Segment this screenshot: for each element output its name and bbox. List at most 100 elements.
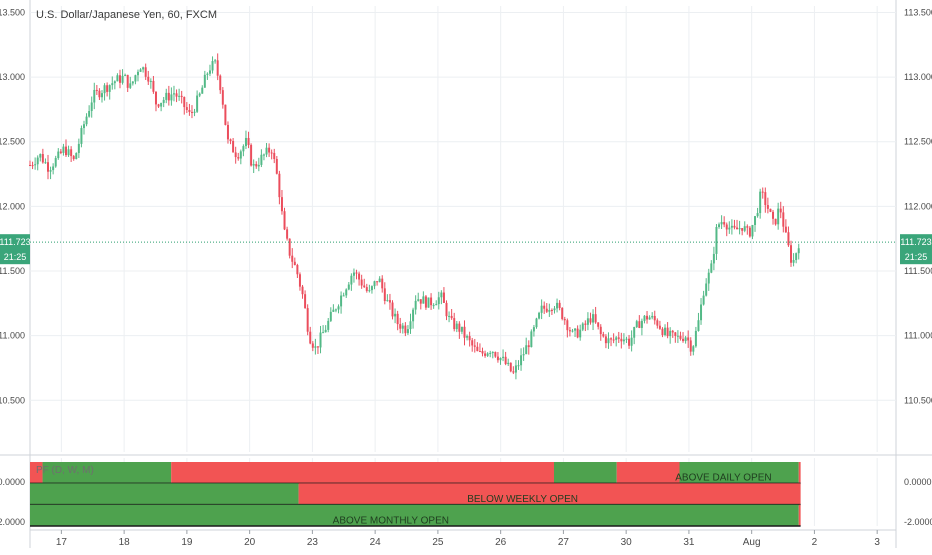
candle-body	[586, 318, 589, 325]
candle-body	[373, 281, 376, 287]
candle-body	[414, 300, 417, 310]
candle-body	[214, 60, 217, 62]
candle-body	[630, 337, 633, 346]
candle-body	[234, 152, 237, 158]
x-tick-label: 30	[621, 537, 633, 548]
candle-body	[345, 289, 348, 296]
candle-body	[419, 299, 422, 304]
candle-body	[610, 338, 613, 340]
candle-body	[550, 309, 553, 311]
candle-body	[769, 208, 772, 212]
indicator-y-tick-right: 0.0000	[904, 477, 932, 487]
candle-body	[532, 327, 535, 332]
y-tick-label-right: 113.000	[904, 72, 932, 82]
indicator-label: PF (D, W, M)	[36, 465, 94, 476]
candle-body	[741, 228, 744, 231]
candle-body	[754, 216, 757, 225]
candle-body	[29, 165, 31, 167]
candle-body	[599, 326, 602, 335]
candle-body	[442, 292, 445, 303]
candle-body	[576, 328, 579, 338]
candle-body	[44, 162, 47, 164]
candle-body	[157, 104, 160, 107]
candle-body	[399, 324, 402, 329]
x-tick-label: 20	[244, 537, 256, 548]
candle-body	[671, 330, 674, 333]
candle-body	[568, 330, 571, 332]
candle-body	[103, 85, 106, 94]
candle-body	[448, 315, 451, 317]
candle-body	[275, 158, 278, 174]
candle-body	[548, 309, 551, 312]
candle-body	[664, 327, 667, 336]
indicator-band-segment	[679, 462, 799, 484]
candle-body	[512, 371, 515, 373]
candle-body	[391, 302, 394, 317]
candle-body	[787, 232, 790, 246]
candle-body	[774, 218, 777, 225]
candle-body	[458, 323, 461, 332]
candle-body	[388, 300, 391, 303]
candle-body	[563, 318, 566, 321]
candle-body	[394, 313, 397, 317]
candle-body	[478, 351, 481, 353]
candle-body	[561, 308, 564, 319]
candle-body	[129, 83, 132, 88]
candle-body	[183, 97, 186, 108]
candle-body	[201, 87, 204, 94]
candle-body	[751, 224, 754, 237]
candle-body	[658, 325, 661, 329]
candle-body	[594, 314, 597, 323]
candle-body	[496, 356, 499, 361]
countdown-label-right: 21:25	[905, 252, 928, 262]
candle-body	[57, 151, 60, 159]
indicator-y-tick-right: -2.0000	[904, 517, 932, 527]
candle-body	[535, 318, 538, 328]
candle-body	[337, 306, 340, 310]
candle-body	[656, 320, 659, 326]
candle-body	[247, 137, 250, 145]
indicator-band-segment	[30, 504, 799, 526]
candle-body	[64, 146, 67, 156]
candle-body	[95, 89, 98, 91]
candle-body	[59, 151, 62, 153]
candle-body	[476, 346, 479, 352]
candle-body	[612, 339, 615, 341]
candle-body	[190, 111, 193, 113]
candle-body	[712, 253, 715, 264]
candle-body	[180, 95, 183, 98]
candle-body	[707, 272, 710, 284]
candle-body	[226, 124, 229, 140]
candle-body	[437, 297, 440, 305]
candle-body	[597, 322, 600, 327]
candle-body	[646, 315, 649, 320]
candle-body	[527, 345, 530, 348]
candle-body	[147, 76, 150, 82]
candle-body	[756, 213, 759, 217]
candle-body	[633, 327, 636, 338]
candle-body	[574, 328, 577, 331]
candle-body	[229, 139, 232, 142]
candle-body	[178, 95, 181, 97]
candle-body	[232, 141, 235, 153]
candle-body	[440, 292, 443, 298]
candle-body	[545, 308, 548, 312]
candle-body	[62, 146, 65, 153]
candle-body	[355, 272, 358, 274]
candle-body	[113, 81, 116, 84]
candle-body	[149, 80, 152, 82]
countdown-label-left: 21:25	[4, 252, 27, 262]
candle-body	[106, 85, 109, 92]
candle-body	[538, 312, 541, 319]
candle-body	[311, 343, 314, 348]
candle-body	[543, 305, 546, 309]
x-tick-label: Aug	[743, 537, 761, 548]
candle-body	[494, 352, 497, 357]
candle-body	[648, 317, 651, 320]
candle-body	[676, 335, 679, 337]
x-tick-label: 25	[432, 537, 444, 548]
candle-body	[571, 330, 574, 332]
candle-body	[221, 90, 224, 105]
